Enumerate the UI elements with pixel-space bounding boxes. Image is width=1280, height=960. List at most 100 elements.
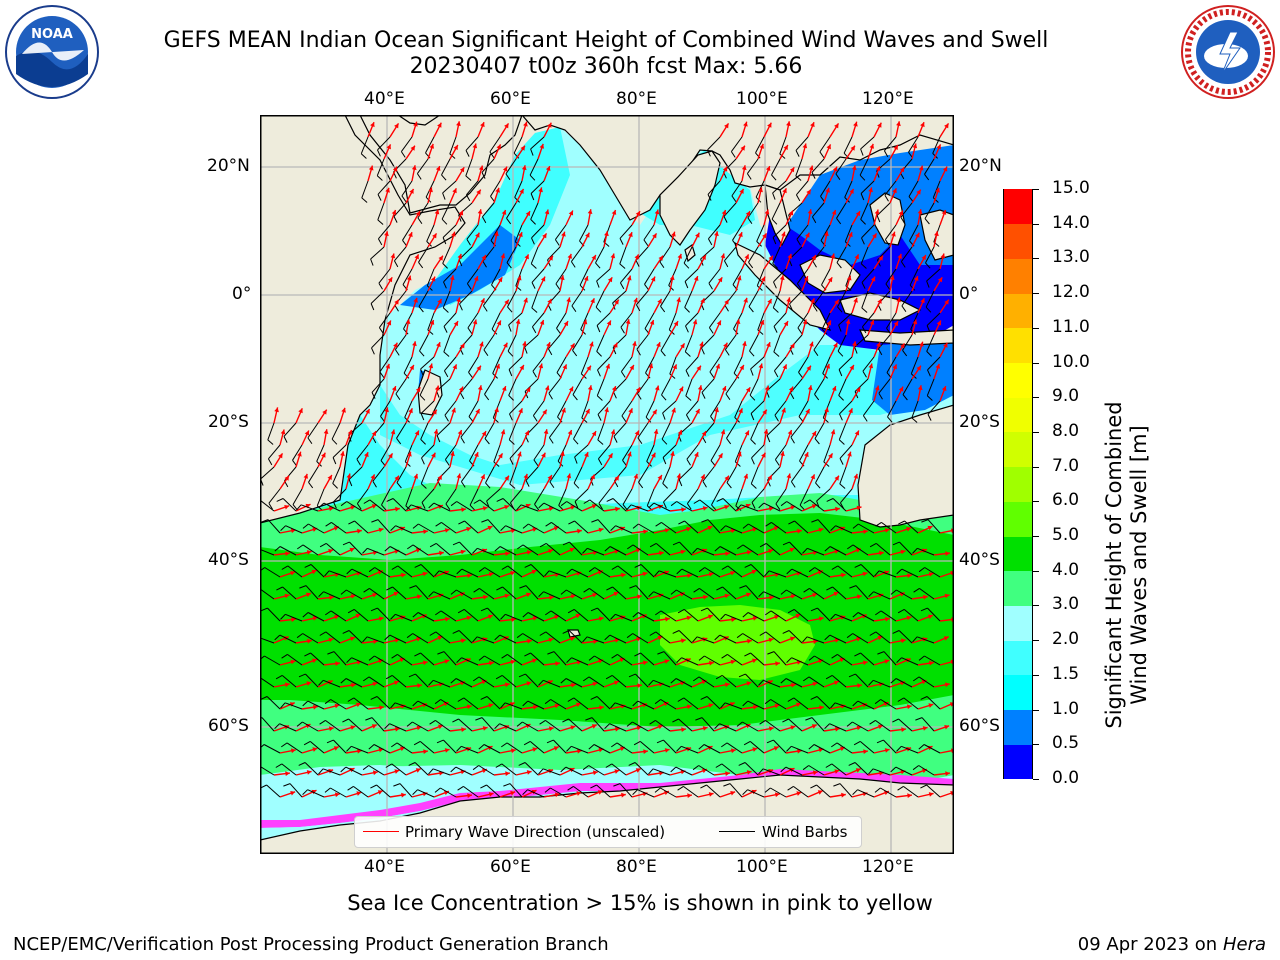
wave-direction-arrowhead: [415, 387, 421, 393]
wave-direction-arrowhead: [473, 276, 479, 281]
wave-direction-arrowhead: [717, 277, 723, 283]
wind-barb: [282, 498, 297, 512]
wind-barb: [886, 312, 897, 329]
wind-barb-flag: [920, 784, 927, 789]
wind-barb-flag: [377, 194, 382, 201]
wave-direction-arrowhead: [476, 189, 481, 195]
wave-direction-arrowhead: [928, 614, 933, 620]
wind-barb: [464, 520, 479, 534]
wave-direction-arrowhead: [546, 342, 551, 348]
wind-barb-flag: [340, 589, 347, 595]
wind-barb-flag: [875, 521, 882, 527]
wave-direction-arrowhead: [743, 473, 748, 479]
wind-barb-flag: [598, 502, 603, 510]
wind-barb: [404, 444, 413, 462]
map-legend: Primary Wave Direction (unscaled) Wind B…: [354, 816, 862, 848]
wind-barb: [796, 224, 809, 240]
wind-barb-flag: [742, 700, 749, 707]
wave-direction-arrowhead: [370, 122, 375, 128]
wind-barb-flag: [531, 237, 535, 245]
wind-barb-flag: [370, 784, 377, 789]
wind-barb: [420, 652, 435, 666]
wind-barb: [640, 564, 655, 578]
wind-barb: [486, 784, 501, 798]
wave-direction-arrowhead: [935, 187, 940, 193]
wind-barb: [545, 543, 561, 556]
wind-barb: [573, 422, 583, 440]
wave-direction-arrowhead: [855, 211, 860, 217]
wave-direction-arrowhead: [847, 451, 852, 457]
wind-barb-flag: [678, 520, 685, 525]
wave-direction-arrowhead: [810, 298, 815, 304]
colorbar-tick-mark: [1033, 293, 1039, 295]
wind-barb: [722, 498, 737, 512]
wind-barb-flag: [384, 723, 390, 729]
wave-direction-arrowhead: [516, 275, 522, 281]
wind-barb-flag: [860, 219, 866, 225]
wind-barb-flag: [297, 544, 304, 550]
wind-barb: [316, 444, 325, 462]
wind-barb-flag: [407, 544, 414, 550]
wave-direction-arrowhead: [356, 702, 361, 708]
wind-barb: [858, 523, 875, 534]
wind-barb: [550, 610, 567, 622]
wind-barb: [286, 742, 303, 754]
wind-barb: [708, 224, 721, 240]
wave-direction-arrowhead: [724, 475, 729, 481]
wave-direction-arrowhead: [538, 187, 543, 193]
wind-barb-flag: [363, 587, 370, 593]
wave-direction-arrowhead: [898, 210, 904, 216]
wind-barb-flag: [826, 498, 834, 502]
wind-barb-flag: [348, 479, 353, 487]
wind-barb-flag: [773, 351, 780, 357]
wind-barb: [351, 657, 369, 666]
wind-barb: [683, 785, 699, 798]
wave-direction-arrowhead: [752, 658, 757, 664]
wind-barb: [531, 290, 539, 309]
wind-barb: [263, 744, 281, 754]
wind-barb: [646, 444, 655, 462]
wave-direction-arrowhead: [907, 573, 912, 578]
wind-barb-flag: [340, 678, 347, 684]
wave-direction-arrowhead: [774, 792, 780, 798]
wind-barb-flag: [370, 696, 378, 700]
wind-barb: [377, 136, 391, 151]
wind-barb: [573, 466, 583, 484]
wind-barb: [773, 334, 781, 353]
wind-and-wave-vectors: [260, 121, 954, 798]
wind-barb: [765, 719, 781, 732]
wave-direction-arrowhead: [566, 473, 572, 479]
wind-barb: [468, 356, 479, 373]
wind-barb: [371, 334, 385, 349]
wave-direction-arrowhead: [590, 474, 595, 480]
wind-barb-flag: [924, 173, 930, 181]
wind-barb-flag: [672, 630, 680, 634]
wind-barb-flag: [371, 436, 377, 444]
wind-barb-flag: [371, 347, 375, 355]
wind-barb-flag: [698, 744, 705, 750]
wind-barb-flag: [643, 239, 649, 246]
wind-barb-flag: [707, 149, 711, 157]
wind-barb: [529, 741, 545, 754]
wind-barb-flag: [396, 482, 402, 489]
wind-barb: [887, 400, 897, 418]
wind-barb: [711, 488, 721, 506]
colorbar-segment: [1004, 605, 1032, 641]
colorbar-tick-label: 5.0: [1052, 525, 1080, 546]
wave-direction-arrowhead: [803, 276, 809, 281]
wind-barb-flag: [772, 237, 777, 245]
wind-barb: [572, 378, 583, 395]
wind-barb-flag: [848, 762, 856, 766]
wind-barb-flag: [377, 238, 383, 246]
wave-direction-arrowhead: [480, 298, 485, 304]
wave-direction-arrowhead: [604, 231, 609, 237]
wind-barb: [637, 612, 655, 622]
wind-barb: [901, 657, 919, 666]
lon-tick-bottom: 80°E: [616, 857, 657, 877]
wind-barb: [440, 610, 457, 622]
wave-direction-arrowhead: [494, 231, 499, 237]
wind-barb-flag: [736, 721, 743, 727]
lat-tick-left: 60°S: [208, 716, 249, 736]
wind-barb-flag: [701, 436, 707, 444]
wind-barb-flag: [649, 631, 657, 636]
